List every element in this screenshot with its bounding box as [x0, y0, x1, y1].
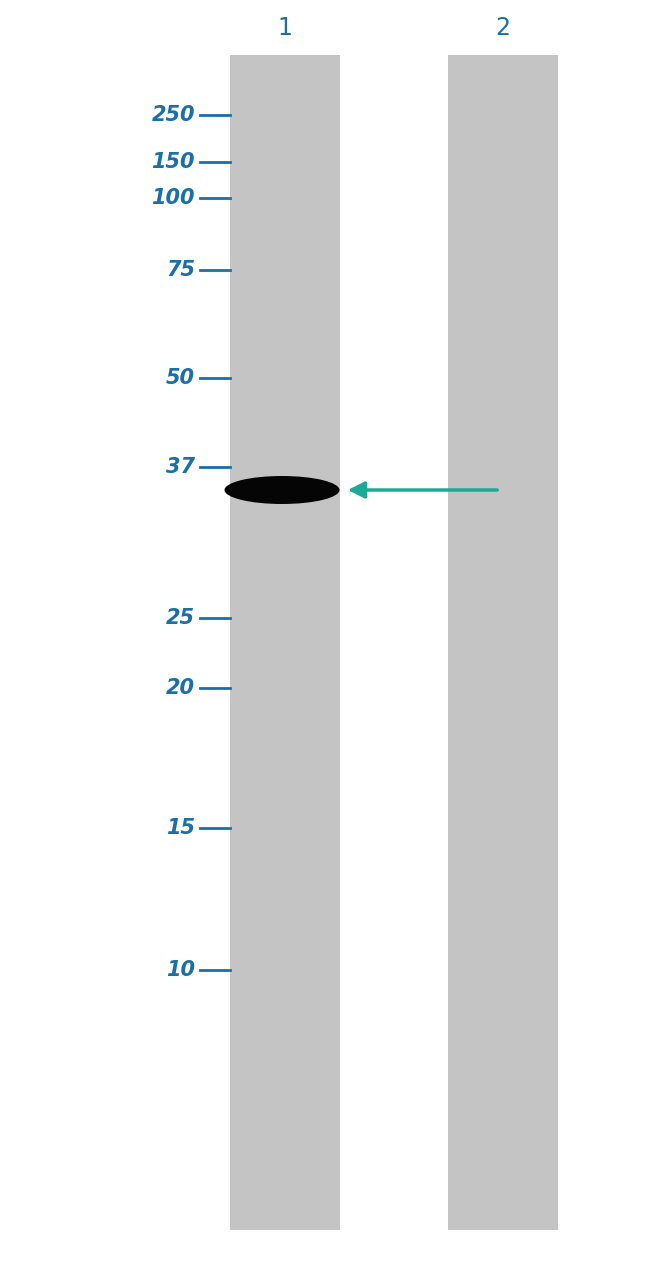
Text: 10: 10	[166, 960, 195, 980]
Text: 100: 100	[151, 188, 195, 208]
Text: 150: 150	[151, 152, 195, 171]
Text: 1: 1	[278, 17, 292, 39]
Text: 20: 20	[166, 678, 195, 699]
Text: 15: 15	[166, 818, 195, 838]
Text: 37: 37	[166, 457, 195, 478]
Text: 250: 250	[151, 105, 195, 124]
Text: 75: 75	[166, 260, 195, 279]
Bar	[230, 55, 340, 1231]
Bar	[448, 55, 558, 1231]
Ellipse shape	[224, 476, 339, 504]
Text: 25: 25	[166, 608, 195, 627]
Text: 2: 2	[495, 17, 510, 39]
Text: 50: 50	[166, 368, 195, 389]
